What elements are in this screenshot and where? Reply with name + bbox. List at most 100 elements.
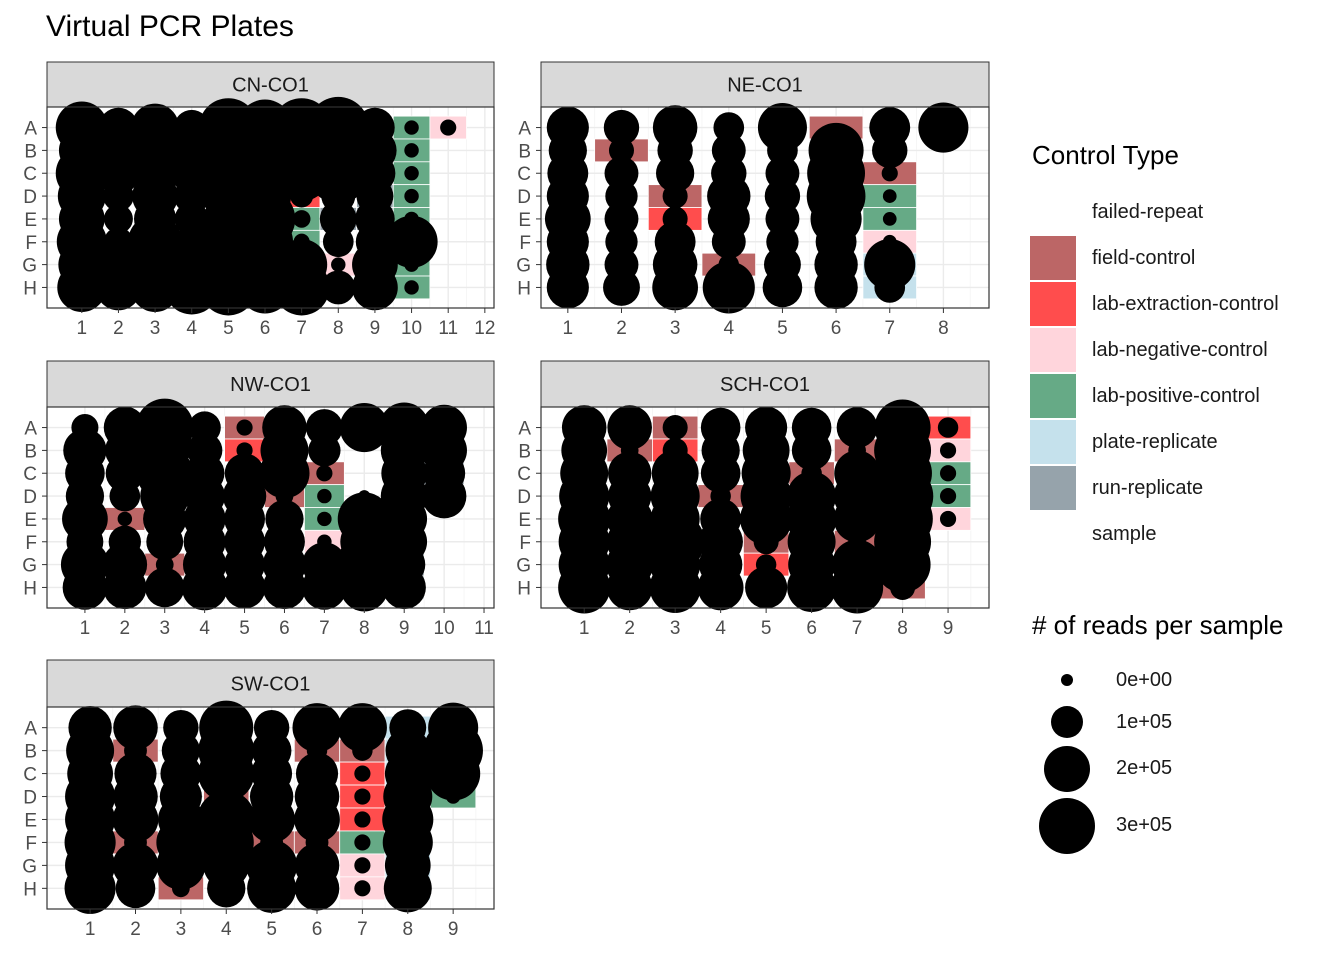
sample-point [382, 565, 426, 610]
y-tick-label: B [24, 742, 37, 763]
panel-strip [540, 61, 990, 108]
x-tick-label: 7 [296, 318, 307, 339]
x-tick-label: 10 [434, 618, 455, 639]
legend-label: lab-extraction-control [1092, 292, 1279, 315]
sample-point [97, 152, 140, 195]
x-tick-label: 10 [401, 318, 422, 339]
x-tick-label: 6 [279, 618, 290, 639]
y-tick-label: D [23, 487, 37, 508]
sample-point [383, 864, 432, 913]
sample-point [144, 567, 185, 608]
x-tick-label: 8 [897, 618, 908, 639]
panel-title: NW-CO1 [230, 374, 311, 396]
legend-swatch [1030, 190, 1076, 234]
x-tick-label: 4 [723, 318, 734, 339]
sample-point [791, 430, 832, 471]
x-tick-label: 8 [333, 318, 344, 339]
y-tick-label: B [518, 141, 531, 162]
sample-point [874, 536, 931, 593]
sample-point [248, 796, 296, 843]
sample-point [292, 210, 311, 228]
sample-point [440, 119, 457, 136]
size-legend-dot [1039, 797, 1095, 854]
legend-swatch [1030, 236, 1076, 280]
legend-item-failed-repeat: failed-repeat [1030, 189, 1279, 235]
sample-point [558, 561, 611, 614]
x-tick-label: 4 [221, 919, 232, 940]
sample-point [236, 419, 253, 436]
panel-strip [46, 61, 495, 108]
sample-point [404, 120, 419, 135]
sample-point [872, 132, 908, 169]
x-tick-label: 5 [761, 618, 772, 639]
sample-point [156, 840, 206, 890]
chart-title: Virtual PCR Plates [46, 10, 294, 43]
sample-point [198, 745, 255, 802]
y-tick-label: A [518, 419, 531, 440]
sample-point [319, 200, 357, 238]
legend-swatch [1030, 512, 1076, 556]
panel-strip [46, 360, 495, 408]
x-tick-label: 3 [670, 618, 681, 639]
sample-point [937, 417, 959, 438]
x-tick-label: 3 [670, 318, 681, 339]
y-tick-label: E [24, 210, 37, 231]
sample-point [767, 135, 798, 166]
sample-point [354, 788, 371, 805]
sample-point [354, 811, 371, 828]
sample-point [146, 523, 184, 561]
sample-point [308, 434, 341, 467]
y-tick-label: H [23, 278, 37, 299]
sample-point [603, 269, 640, 306]
sample-point [939, 442, 957, 459]
sample-point [290, 184, 314, 208]
y-tick-label: H [23, 578, 37, 599]
legend-swatch [1030, 466, 1076, 510]
sample-point [404, 143, 419, 158]
panel-border [46, 706, 495, 910]
sample-point [352, 740, 373, 761]
sample-point [223, 566, 266, 609]
sample-point [787, 562, 837, 612]
legend-label: run-replicate [1092, 476, 1204, 499]
sample-point [115, 868, 156, 909]
legend-item-run-replicate: run-replicate [1030, 465, 1279, 511]
reads-legend: # of reads per sample 0e+00 1e+05 2e+05 3e+… [1030, 610, 1283, 857]
sample-point [112, 796, 159, 843]
sample-point [757, 103, 807, 153]
size-legend-key [1030, 797, 1104, 854]
x-tick-label: 8 [938, 318, 949, 339]
x-tick-label: 7 [884, 318, 895, 339]
sample-point [340, 563, 389, 612]
x-tick-label: 6 [831, 318, 842, 339]
legend-label: failed-repeat [1092, 200, 1204, 223]
x-tick-label: 5 [266, 919, 277, 940]
sample-point [316, 465, 333, 482]
sample-point [247, 863, 297, 913]
legend-swatch [1030, 328, 1076, 372]
size-legend-label: 0e+00 [1116, 668, 1173, 691]
sample-point [603, 109, 640, 146]
sample-point [105, 454, 144, 493]
y-tick-label: B [24, 141, 37, 162]
sample-point [753, 529, 779, 555]
sample-point [317, 488, 332, 504]
sample-point [385, 215, 438, 268]
sample-point [302, 565, 347, 610]
sample-point [273, 259, 330, 316]
sample-point [814, 265, 858, 310]
legend-item-sample: sample [1030, 511, 1279, 557]
y-tick-label: G [516, 556, 531, 577]
panel-title: CN-CO1 [232, 75, 309, 97]
sample-point [103, 204, 133, 234]
x-tick-label: 2 [120, 618, 131, 639]
legend-item-lab-positive-control: lab-positive-control [1030, 373, 1279, 419]
legend-label: lab-negative-control [1092, 338, 1268, 361]
x-tick-label: 2 [616, 318, 627, 339]
sample-point [881, 165, 898, 182]
sample-point [918, 102, 969, 153]
